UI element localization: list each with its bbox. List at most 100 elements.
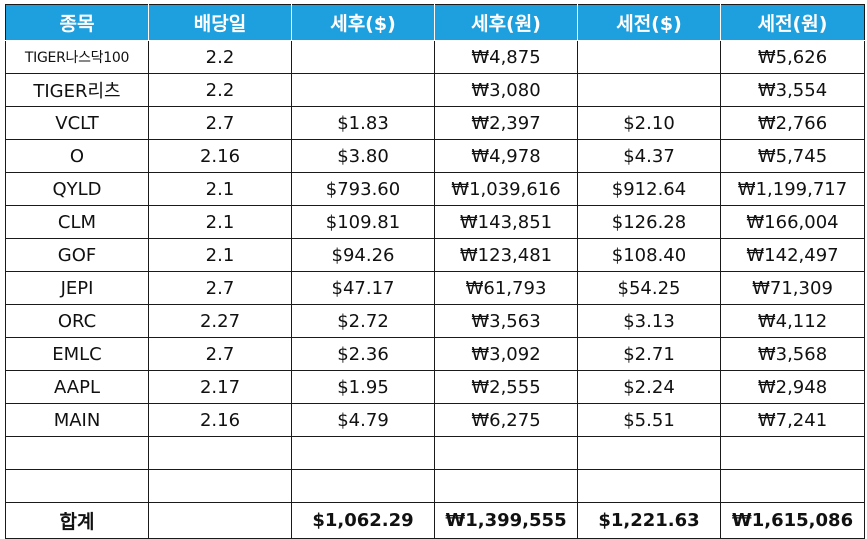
cell-dividend-date[interactable]: 2.16 [148, 139, 292, 173]
cell-pre-tax-usd[interactable] [577, 73, 721, 107]
cell-dividend-date[interactable]: 2.7 [148, 271, 292, 305]
cell-dividend-date[interactable]: 2.27 [148, 304, 292, 338]
cell-after-tax-usd[interactable]: $3.80 [291, 139, 435, 173]
total-cell-ticker[interactable]: 합계 [5, 502, 149, 539]
cell-after-tax-usd[interactable] [291, 40, 435, 74]
cell-after-tax-krw[interactable]: ₩4,875 [434, 40, 578, 74]
total-cell-dividend-date[interactable] [148, 502, 292, 539]
cell-pre-tax-usd[interactable] [577, 469, 721, 503]
cell-ticker[interactable]: CLM [5, 205, 149, 239]
header-cell-ticker[interactable]: 종목 [5, 4, 149, 41]
header-cell-pre-tax-usd[interactable]: 세전($) [577, 4, 721, 41]
table-row: JEPI 2.7 $47.17 ₩61,793 $54.25 ₩71,309 [5, 271, 865, 305]
cell-after-tax-krw[interactable]: ₩3,563 [434, 304, 578, 338]
cell-after-tax-usd[interactable]: $2.72 [291, 304, 435, 338]
cell-ticker[interactable]: AAPL [5, 370, 149, 404]
cell-dividend-date[interactable] [148, 436, 292, 470]
cell-pre-tax-krw[interactable]: ₩1,199,717 [720, 172, 865, 206]
cell-after-tax-usd[interactable] [291, 469, 435, 503]
cell-after-tax-usd[interactable]: $109.81 [291, 205, 435, 239]
cell-dividend-date[interactable]: 2.16 [148, 403, 292, 437]
cell-ticker[interactable]: MAIN [5, 403, 149, 437]
total-cell-after-tax-usd[interactable]: $1,062.29 [291, 502, 435, 539]
cell-ticker[interactable] [5, 469, 149, 503]
cell-after-tax-usd[interactable]: $1.95 [291, 370, 435, 404]
cell-pre-tax-usd[interactable]: $54.25 [577, 271, 721, 305]
total-cell-pre-tax-usd[interactable]: $1,221.63 [577, 502, 721, 539]
cell-after-tax-krw[interactable]: ₩3,092 [434, 337, 578, 371]
cell-ticker[interactable]: VCLT [5, 106, 149, 140]
cell-after-tax-krw[interactable]: ₩4,978 [434, 139, 578, 173]
cell-dividend-date[interactable]: 2.7 [148, 337, 292, 371]
cell-pre-tax-usd[interactable]: $4.37 [577, 139, 721, 173]
cell-pre-tax-usd[interactable] [577, 40, 721, 74]
cell-dividend-date[interactable]: 2.1 [148, 238, 292, 272]
total-cell-after-tax-krw[interactable]: ₩1,399,555 [434, 502, 578, 539]
cell-after-tax-krw[interactable]: ₩6,275 [434, 403, 578, 437]
cell-pre-tax-usd[interactable]: $108.40 [577, 238, 721, 272]
header-cell-pre-tax-krw[interactable]: 세전(원) [720, 4, 865, 41]
cell-pre-tax-usd[interactable]: $3.13 [577, 304, 721, 338]
header-cell-after-tax-krw[interactable]: 세후(원) [434, 4, 578, 41]
cell-after-tax-usd[interactable]: $4.79 [291, 403, 435, 437]
header-cell-after-tax-usd[interactable]: 세후($) [291, 4, 435, 41]
cell-dividend-date[interactable]: 2.17 [148, 370, 292, 404]
cell-pre-tax-krw[interactable] [720, 469, 865, 503]
cell-after-tax-usd[interactable] [291, 436, 435, 470]
cell-ticker[interactable]: TIGER리츠 [5, 73, 149, 107]
cell-after-tax-krw[interactable] [434, 436, 578, 470]
cell-pre-tax-krw[interactable] [720, 436, 865, 470]
cell-dividend-date[interactable] [148, 469, 292, 503]
cell-after-tax-krw[interactable]: ₩1,039,616 [434, 172, 578, 206]
cell-after-tax-krw[interactable] [434, 469, 578, 503]
cell-pre-tax-krw[interactable]: ₩5,626 [720, 40, 865, 74]
cell-pre-tax-krw[interactable]: ₩142,497 [720, 238, 865, 272]
cell-pre-tax-usd[interactable]: $2.24 [577, 370, 721, 404]
total-cell-pre-tax-krw[interactable]: ₩1,615,086 [720, 502, 865, 539]
cell-after-tax-usd[interactable]: $1.83 [291, 106, 435, 140]
cell-after-tax-usd[interactable]: $793.60 [291, 172, 435, 206]
cell-pre-tax-usd[interactable]: $5.51 [577, 403, 721, 437]
cell-after-tax-usd[interactable] [291, 73, 435, 107]
cell-pre-tax-krw[interactable]: ₩71,309 [720, 271, 865, 305]
cell-dividend-date[interactable]: 2.2 [148, 73, 292, 107]
cell-after-tax-usd[interactable]: $2.36 [291, 337, 435, 371]
cell-pre-tax-krw[interactable]: ₩5,745 [720, 139, 865, 173]
cell-pre-tax-usd[interactable]: $2.71 [577, 337, 721, 371]
cell-after-tax-usd[interactable]: $47.17 [291, 271, 435, 305]
header-row: 종목 배당일 세후($) 세후(원) 세전($) 세전(원) [5, 4, 865, 41]
cell-pre-tax-krw[interactable]: ₩3,554 [720, 73, 865, 107]
cell-after-tax-krw[interactable]: ₩143,851 [434, 205, 578, 239]
cell-dividend-date[interactable]: 2.7 [148, 106, 292, 140]
cell-pre-tax-krw[interactable]: ₩2,766 [720, 106, 865, 140]
cell-pre-tax-krw[interactable]: ₩3,568 [720, 337, 865, 371]
cell-pre-tax-usd[interactable]: $912.64 [577, 172, 721, 206]
cell-after-tax-krw[interactable]: ₩2,397 [434, 106, 578, 140]
cell-ticker[interactable] [5, 436, 149, 470]
cell-ticker[interactable]: O [5, 139, 149, 173]
cell-pre-tax-krw[interactable]: ₩2,948 [720, 370, 865, 404]
cell-pre-tax-usd[interactable]: $126.28 [577, 205, 721, 239]
table-row: EMLC 2.7 $2.36 ₩3,092 $2.71 ₩3,568 [5, 337, 865, 371]
cell-ticker[interactable]: TIGER나스닥100 [5, 40, 149, 74]
cell-after-tax-krw[interactable]: ₩123,481 [434, 238, 578, 272]
cell-ticker[interactable]: GOF [5, 238, 149, 272]
cell-ticker[interactable]: EMLC [5, 337, 149, 371]
cell-after-tax-krw[interactable]: ₩2,555 [434, 370, 578, 404]
cell-pre-tax-krw[interactable]: ₩166,004 [720, 205, 865, 239]
cell-pre-tax-usd[interactable]: $2.10 [577, 106, 721, 140]
cell-ticker[interactable]: JEPI [5, 271, 149, 305]
cell-after-tax-krw[interactable]: ₩61,793 [434, 271, 578, 305]
cell-dividend-date[interactable]: 2.2 [148, 40, 292, 74]
cell-pre-tax-usd[interactable] [577, 436, 721, 470]
cell-dividend-date[interactable]: 2.1 [148, 172, 292, 206]
header-cell-dividend-date[interactable]: 배당일 [148, 4, 292, 41]
cell-after-tax-usd[interactable]: $94.26 [291, 238, 435, 272]
cell-after-tax-krw[interactable]: ₩3,080 [434, 73, 578, 107]
cell-pre-tax-krw[interactable]: ₩7,241 [720, 403, 865, 437]
cell-dividend-date[interactable]: 2.1 [148, 205, 292, 239]
cell-ticker[interactable]: QYLD [5, 172, 149, 206]
cell-ticker[interactable]: ORC [5, 304, 149, 338]
cell-pre-tax-krw[interactable]: ₩4,112 [720, 304, 865, 338]
